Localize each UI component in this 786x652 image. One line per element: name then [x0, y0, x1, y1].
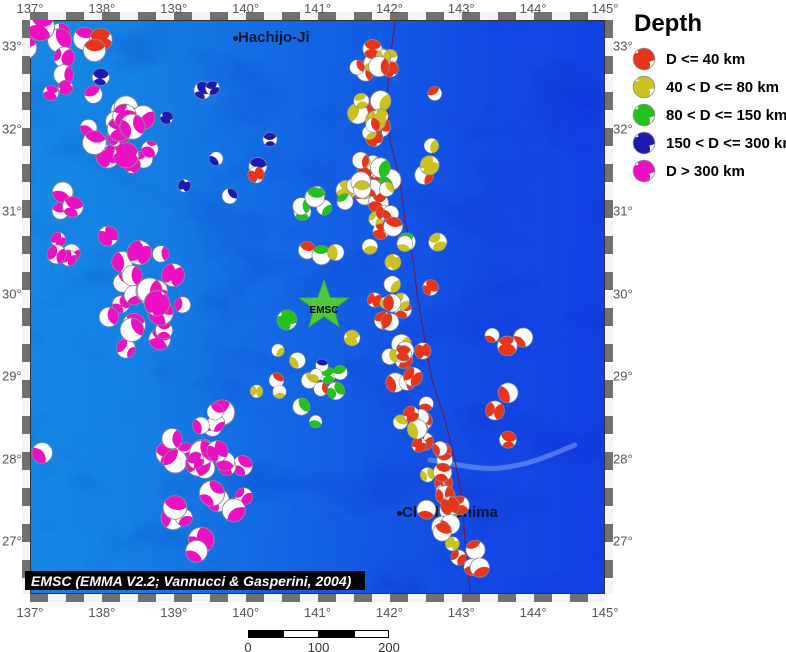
svg-text:EMSC: EMSC — [310, 305, 339, 316]
